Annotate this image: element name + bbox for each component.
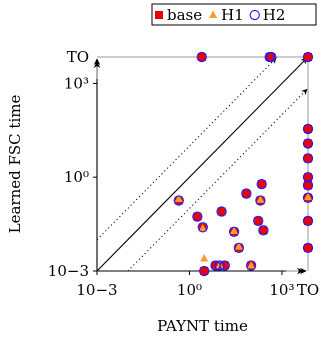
diagonal-factor-line-2 [127,88,308,272]
h2-point [302,172,314,183]
h2-point [241,188,252,199]
x-timeout-label: TO [297,281,319,299]
base-point [304,53,312,61]
h2-point [302,192,314,203]
h2-point [219,260,230,271]
base-point [200,267,209,275]
x-axis-label: PAYNT time [157,317,248,335]
h2-point [302,138,314,149]
h2-point [302,51,314,63]
h2-point [245,260,257,271]
series-h2 [173,51,314,277]
h2-point [197,222,208,233]
h1-point [256,195,265,203]
h2-point [173,195,184,206]
base-point [304,154,312,163]
base-point [220,261,229,270]
h2-point [233,242,245,254]
y-tick-label: 10³ [64,74,89,92]
base-point [193,212,202,221]
legend: base H1 H2 [151,3,317,26]
h2-point [253,215,264,227]
legend-box [151,3,317,26]
h1-point [200,254,209,262]
base-point [197,53,206,61]
h2-point [228,226,240,237]
legend-base-label: base [167,6,202,24]
base-point [304,139,312,148]
h1-point [247,260,256,269]
h1-point [198,223,207,232]
y-timeout-label: TO [67,48,89,66]
base-point [257,180,266,189]
base-point [254,216,263,225]
h2-point [196,51,207,63]
h2-point [302,180,314,191]
y-axis-label: Learned FSC time [6,95,24,234]
h2-point [302,242,314,254]
h1-point [234,242,243,250]
axis-labels: PAYNT time Learned FSC time [6,95,248,335]
base-point [217,207,226,216]
h2-point [255,195,266,206]
h2-point [216,206,227,217]
base-point [242,189,251,198]
h2-point [302,123,314,135]
diagonal-lines [96,57,308,272]
base-point [304,243,312,252]
h2-point [192,211,203,222]
data-points [173,51,314,277]
h2-point [199,265,210,277]
h1-point [304,192,312,201]
diagonal-equal-line [96,57,308,272]
h2-point [302,215,314,227]
h2-point [214,260,225,271]
base-point [259,226,268,235]
series-h1 [174,192,312,269]
diagonal-factor-line-1 [96,57,277,241]
h2-point [258,225,269,236]
base-point [304,124,312,133]
h2-point [266,51,277,63]
y-tick-label: 10⁰ [64,168,89,186]
base-point [304,181,312,190]
legend-h1-marker [209,10,218,18]
y-tick-label: 10−3 [48,262,89,280]
x-tick-label: 10³ [269,281,294,299]
legend-h2-label: H2 [263,6,286,24]
h2-point [256,178,267,190]
legend-h2-marker [249,9,260,21]
legend-base-marker [155,11,163,19]
base-point [304,216,312,225]
base-point [304,173,312,182]
series-base [174,53,312,275]
legend-h1-label: H1 [221,6,244,24]
x-tick-label: 10⁰ [177,281,202,299]
h2-point [302,153,314,164]
x-tick-label: 10−3 [76,281,117,299]
base-point [267,53,276,61]
h1-point [174,194,183,203]
h1-point [230,226,239,235]
